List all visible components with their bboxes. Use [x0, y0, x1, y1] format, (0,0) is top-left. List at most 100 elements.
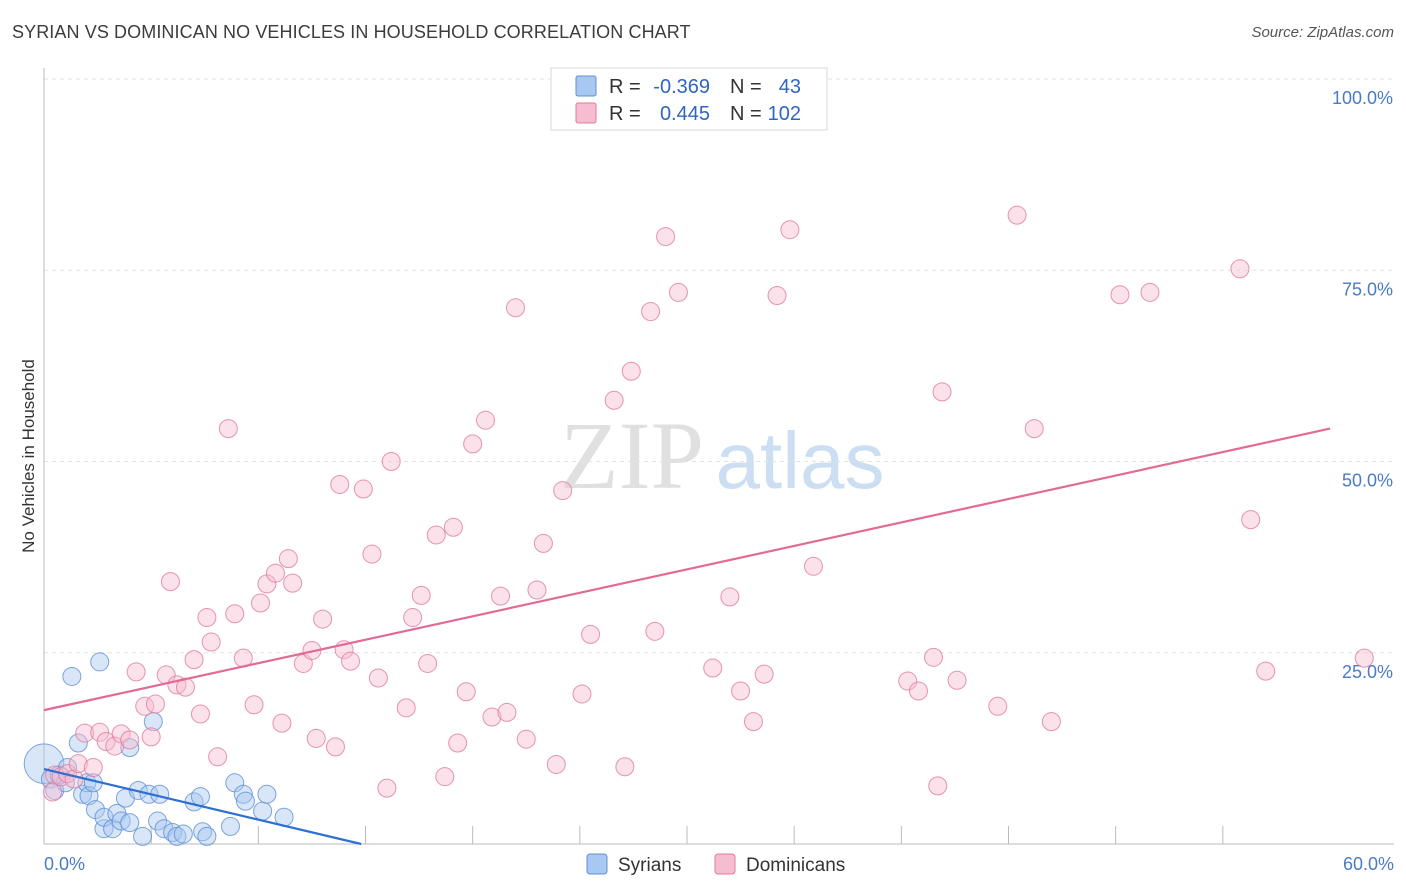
dominicans-point-26: [218, 419, 238, 439]
legend: R = -0.369 N = 43 R = 0.445 N = 102: [550, 67, 828, 131]
syrians-point-35: [197, 826, 217, 846]
trend-lines: [43, 427, 1331, 846]
dominicans-point-77: [668, 282, 688, 302]
chart-source: Source: ZipAtlas.com: [1251, 24, 1394, 41]
dominicans-point-83: [767, 285, 787, 305]
dominicans-point-43: [330, 474, 350, 494]
syrians-point-13: [90, 652, 110, 672]
syrians-point-39: [235, 791, 255, 811]
dominicans-point-7: [83, 758, 103, 777]
dominicans-point-45: [362, 544, 382, 564]
dominicans-point-101: [1354, 648, 1374, 668]
dominicans-point-42: [340, 651, 360, 671]
dominicans-point-54: [435, 767, 455, 787]
syrians-point-7: [68, 733, 88, 753]
syrians-point-23: [133, 826, 153, 846]
watermark-zip: ZIP: [560, 402, 704, 509]
dominicans-point-88: [923, 647, 943, 667]
y-tick-label-25: 25.0%: [1342, 662, 1393, 682]
dominicans-point-60: [482, 707, 502, 727]
syrians-point-6: [62, 666, 82, 686]
dominicans-point-76: [656, 227, 676, 247]
x-tick-label-max: 60.0%: [1343, 854, 1394, 874]
dominicans-point-18: [160, 572, 180, 592]
dominicans-point-98: [1230, 259, 1250, 279]
dominicans-point-91: [947, 670, 967, 690]
dominicans-point-67: [546, 754, 566, 774]
dominicans-point-57: [456, 682, 476, 702]
bottom-legend-label-dominicans: Dominicans: [746, 855, 845, 876]
dominicans-point-25: [208, 747, 228, 767]
legend-r-label-syrians: R =: [609, 76, 641, 98]
dominicans-point-66: [533, 533, 553, 553]
dominicans-point-23: [197, 608, 217, 628]
dominicans-point-89: [928, 776, 948, 796]
dominicans-point-46: [368, 668, 388, 688]
dominicans-point-95: [1041, 712, 1061, 732]
dominicans-point-78: [703, 658, 723, 678]
dominicans-point-21: [184, 650, 204, 670]
dominicans-point-100: [1256, 661, 1276, 681]
dominicans-point-9: [96, 731, 116, 751]
syrians-point-0: [23, 743, 65, 784]
syrians-point-21: [120, 738, 140, 758]
dominicans-point-96: [1110, 285, 1130, 305]
watermark-atlas: atlas: [716, 416, 885, 505]
syrians-point-40: [253, 801, 273, 821]
dominicans-point-64: [516, 729, 536, 749]
bottom-legend-swatch-syrians: [586, 853, 608, 875]
dominicans-point-87: [908, 681, 928, 701]
dominicans-point-38: [306, 728, 326, 748]
x-tick-label-min: 0.0%: [44, 854, 85, 874]
legend-swatch-syrians: [575, 75, 597, 97]
dominicans-point-86: [898, 671, 918, 691]
dominicans-point-94: [1024, 419, 1044, 439]
legend-n-label-dominicans: N =: [730, 103, 762, 125]
y-tick-label-75: 75.0%: [1342, 279, 1393, 299]
y-tick-label-50: 50.0%: [1342, 471, 1393, 491]
dominicans-point-80: [731, 681, 751, 701]
dominicans-point-40: [325, 737, 345, 757]
dominicans-point-97: [1140, 282, 1160, 302]
gridlines: [44, 78, 1394, 654]
syrians-point-36: [220, 816, 240, 836]
syrians-point-31: [173, 824, 193, 844]
syrians-point-33: [190, 787, 210, 807]
syrians-point-41: [257, 784, 277, 804]
legend-n-value-dominicans: 102: [768, 103, 801, 125]
axes: [43, 68, 1394, 845]
legend-n-value-syrians: 43: [779, 76, 801, 98]
dominicans-point-62: [497, 702, 517, 722]
dominicans-point-55: [443, 517, 463, 537]
dominicans-point-79: [720, 587, 740, 607]
legend-swatch-dominicans: [575, 102, 597, 124]
bottom-legend-label-syrians: Syrians: [618, 855, 681, 876]
dominicans-point-52: [418, 653, 438, 673]
x-ticks: [150, 826, 1224, 844]
dominicans-point-6: [75, 723, 95, 743]
dominicans-point-82: [754, 664, 774, 684]
legend-n-label-syrians: N =: [730, 76, 762, 98]
chart-title: SYRIAN VS DOMINICAN NO VEHICLES IN HOUSE…: [12, 22, 691, 42]
dominicans-point-73: [621, 361, 641, 381]
dominicans-point-13: [126, 662, 146, 682]
watermark: ZIP atlas: [560, 402, 884, 509]
dominicans-point-0: [43, 782, 63, 802]
dominicans-point-22: [190, 704, 210, 724]
dominicans-point-33: [272, 713, 292, 733]
series-syrians-points: [23, 652, 294, 846]
dominicans-point-93: [1007, 205, 1027, 225]
dominicans-point-58: [463, 434, 483, 454]
dominicans-point-69: [572, 684, 592, 704]
dominicans-point-90: [932, 382, 952, 402]
y-axis-label: No Vehicles in Household: [19, 359, 38, 553]
dominicans-point-34: [278, 549, 298, 569]
dominicans-point-65: [527, 580, 547, 600]
dominicans-point-50: [403, 608, 423, 628]
dominicans-point-53: [426, 525, 446, 545]
dominicans-point-32: [265, 563, 285, 583]
dominicans-point-99: [1241, 510, 1261, 530]
dominicans-point-8: [90, 722, 110, 742]
dominicans-point-63: [506, 298, 526, 318]
